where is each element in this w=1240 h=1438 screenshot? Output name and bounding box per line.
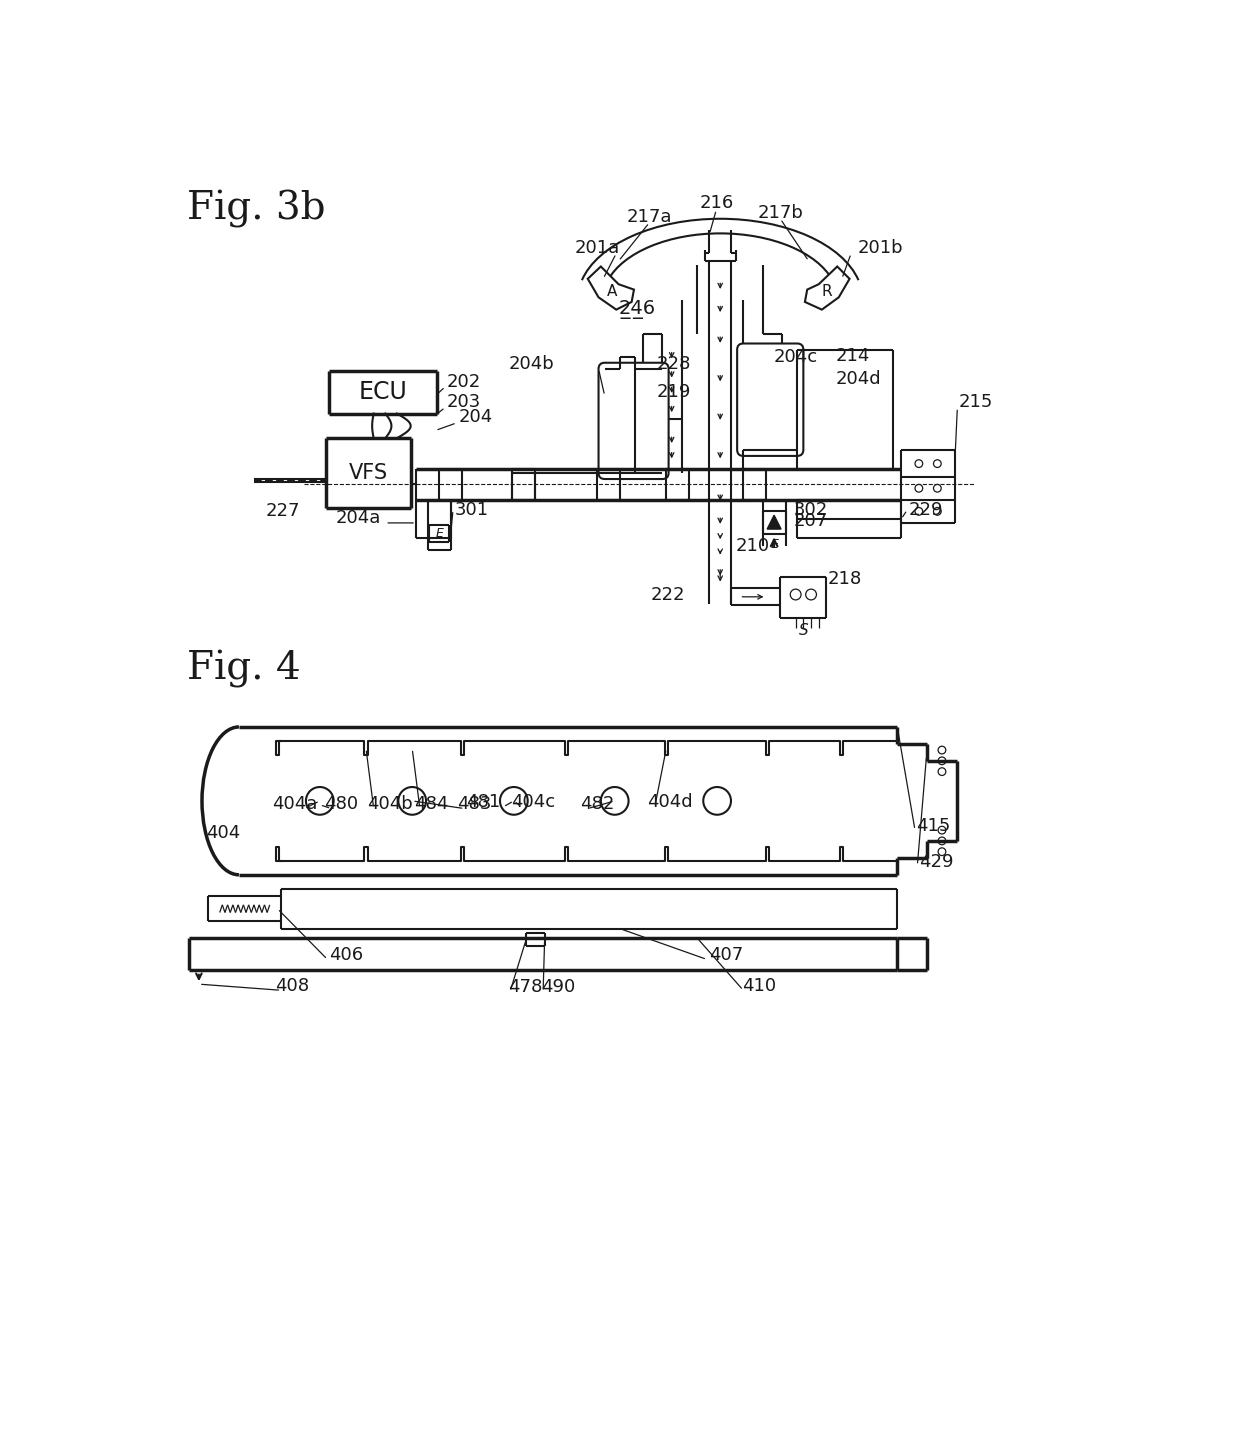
- Text: 214: 214: [836, 347, 870, 365]
- Text: 207: 207: [794, 512, 827, 529]
- Polygon shape: [588, 266, 634, 309]
- Text: Fig. 3b: Fig. 3b: [187, 190, 326, 227]
- Text: 202: 202: [446, 372, 481, 391]
- Text: 216: 216: [699, 194, 734, 213]
- Text: 478: 478: [508, 978, 543, 997]
- Text: 301: 301: [455, 500, 489, 519]
- Text: 482: 482: [580, 795, 615, 812]
- Text: 204c: 204c: [774, 348, 818, 367]
- Text: S: S: [799, 623, 808, 637]
- Text: 204d: 204d: [836, 370, 882, 388]
- Text: 204: 204: [459, 408, 492, 427]
- Polygon shape: [805, 266, 849, 309]
- Text: 201b: 201b: [857, 239, 903, 257]
- Text: 302: 302: [794, 500, 827, 519]
- Text: 217a: 217a: [626, 209, 672, 226]
- Text: 480: 480: [324, 795, 358, 812]
- Text: 219: 219: [656, 383, 691, 401]
- Text: A: A: [608, 285, 618, 299]
- Text: 210: 210: [735, 536, 770, 555]
- Text: 404: 404: [206, 824, 241, 843]
- Text: 481: 481: [466, 794, 501, 811]
- Text: E: E: [435, 528, 443, 541]
- Text: Fig. 4: Fig. 4: [187, 650, 301, 687]
- Text: 404a: 404a: [272, 795, 317, 812]
- Text: 404b: 404b: [367, 795, 413, 812]
- Text: 404d: 404d: [647, 794, 693, 811]
- Text: R: R: [821, 285, 832, 299]
- Text: 203: 203: [446, 393, 481, 411]
- FancyBboxPatch shape: [599, 362, 668, 479]
- Text: 408: 408: [275, 976, 309, 995]
- Text: 218: 218: [828, 569, 862, 588]
- Text: 222: 222: [651, 585, 686, 604]
- Text: 407: 407: [708, 946, 743, 963]
- Text: 484: 484: [414, 795, 448, 812]
- Text: 406: 406: [329, 946, 363, 963]
- Text: ECU: ECU: [358, 380, 407, 404]
- Text: 217b: 217b: [758, 204, 804, 221]
- Text: VFS: VFS: [348, 463, 388, 483]
- Polygon shape: [768, 515, 781, 529]
- Text: 415: 415: [916, 817, 951, 834]
- Text: 429: 429: [919, 853, 954, 871]
- Text: E: E: [770, 538, 777, 551]
- Text: 229: 229: [909, 500, 944, 519]
- Text: 215: 215: [959, 393, 993, 411]
- Text: 227: 227: [265, 502, 300, 521]
- Text: 404c: 404c: [511, 794, 554, 811]
- Text: 228: 228: [656, 355, 691, 372]
- FancyBboxPatch shape: [737, 344, 804, 456]
- Text: 490: 490: [542, 978, 575, 997]
- Text: 204a: 204a: [336, 509, 382, 526]
- Text: 2̲4̲6: 2̲4̲6: [619, 301, 656, 319]
- Text: 204b: 204b: [508, 355, 554, 372]
- Text: 201a: 201a: [574, 239, 620, 257]
- Text: 410: 410: [742, 976, 776, 995]
- Text: 483: 483: [456, 795, 491, 812]
